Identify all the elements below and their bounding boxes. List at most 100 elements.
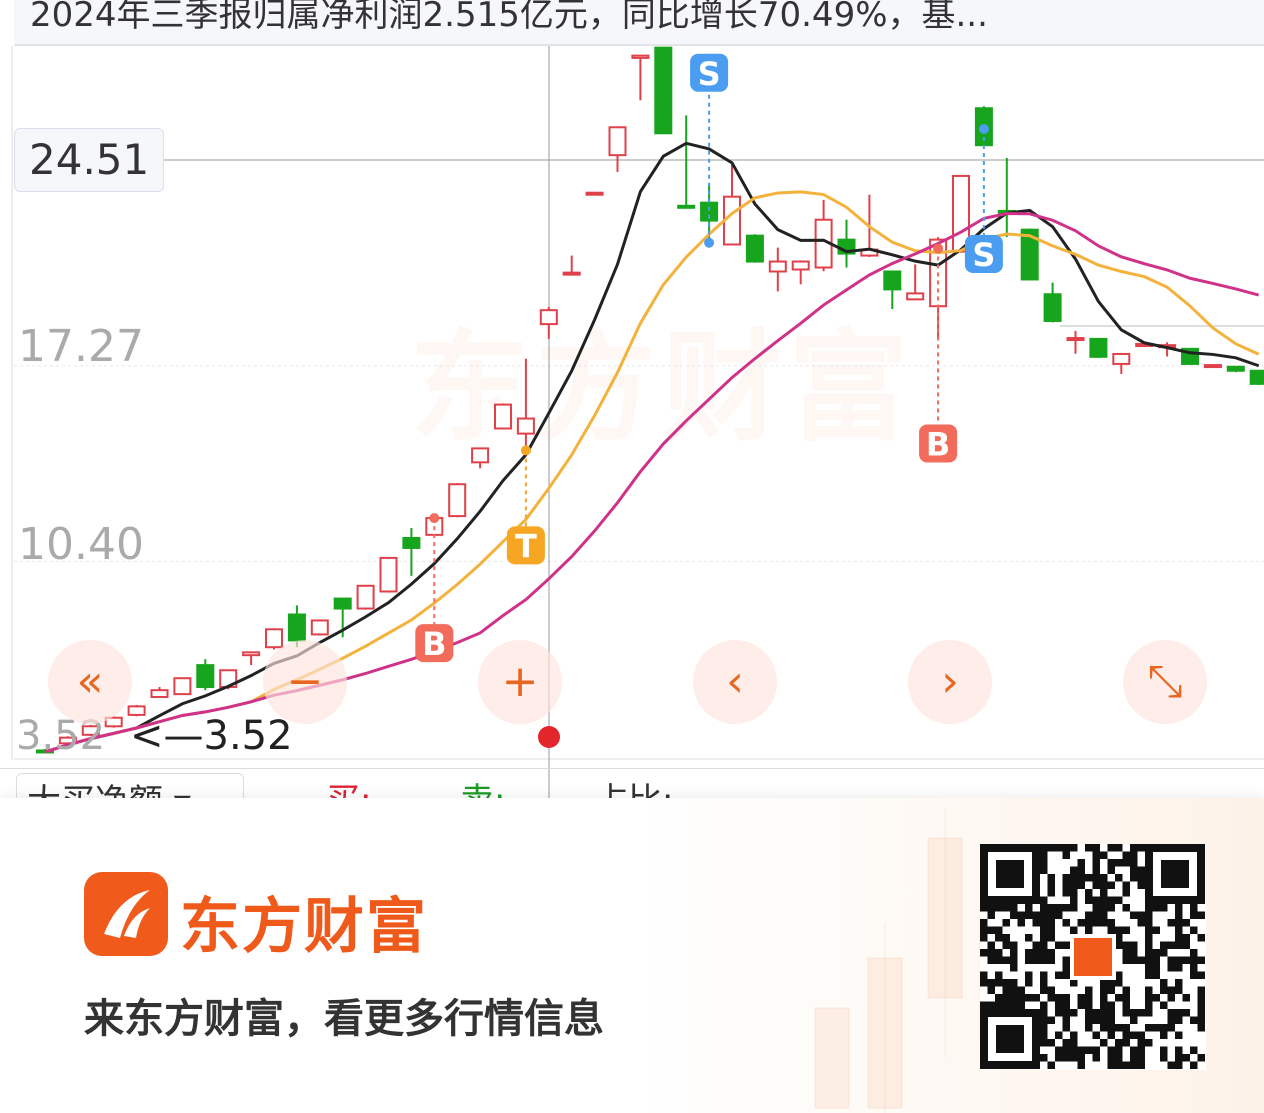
qr-finder (996, 860, 1024, 888)
qr-module (1115, 1054, 1123, 1062)
qr-module (1107, 1016, 1115, 1024)
qr-module (1002, 919, 1010, 927)
logo-swoosh-icon (104, 890, 150, 938)
candle-body (173, 677, 192, 696)
qr-module (1047, 904, 1055, 912)
candle-body (745, 234, 764, 263)
ma5-line (44, 141, 1260, 754)
kline-chart[interactable]: 东方财富 B T S B S (0, 46, 1264, 800)
qr-module (1040, 896, 1048, 904)
qr-module (987, 979, 995, 987)
prev-button[interactable]: ‹ (693, 640, 777, 724)
qr-module (1122, 1001, 1130, 1009)
qr-module (1130, 851, 1138, 859)
qr-module (1100, 851, 1108, 859)
zoom-out-button[interactable]: − (263, 640, 347, 724)
qr-finder (996, 1025, 1024, 1053)
qr-finder (1161, 860, 1189, 888)
qr-module (1077, 1046, 1085, 1054)
qr-module (1130, 1016, 1138, 1024)
qr-module (1085, 1009, 1093, 1017)
ratio-label: 占比: (594, 773, 673, 800)
qr-module (1145, 964, 1153, 972)
qr-module (1122, 1039, 1130, 1047)
qr-module (1175, 926, 1183, 934)
qr-module (1062, 904, 1070, 912)
qr-module (1085, 986, 1093, 994)
news-headline[interactable]: 2024年三季报归属净利润2.515亿元，同比增长70.49%，基... (14, 0, 1264, 46)
qr-module (1040, 859, 1048, 867)
candle-body (287, 613, 306, 642)
qr-module (1092, 919, 1100, 927)
qr-module (1047, 911, 1055, 919)
marker-badge-S (690, 53, 729, 92)
qr-module (1122, 1061, 1130, 1069)
qr-module (1167, 941, 1175, 949)
indicator-dropdown[interactable]: 大买净额 ▾ (16, 773, 244, 800)
qr-module (1092, 1009, 1100, 1017)
qr-module (1160, 1054, 1168, 1062)
qr-module (1092, 1046, 1100, 1054)
qr-module (1145, 971, 1153, 979)
qr-module (1055, 1001, 1063, 1009)
qr-module (1197, 1001, 1205, 1009)
qr-module (1047, 1016, 1055, 1024)
chevron-left-icon: ‹ (726, 662, 744, 702)
candle-body (1203, 364, 1222, 369)
qr-module (1122, 1024, 1130, 1032)
qr-module (1092, 911, 1100, 919)
qr-module (1182, 941, 1190, 949)
candle-body (1089, 337, 1108, 358)
qr-module (1025, 994, 1033, 1002)
qr-module (1115, 934, 1123, 942)
qr-module (1040, 866, 1048, 874)
qr-module (1197, 971, 1205, 979)
qr-module (1047, 889, 1055, 897)
qr-module (1010, 904, 1018, 912)
qr-module (1092, 874, 1100, 882)
qr-module (1100, 881, 1108, 889)
qr-code[interactable] (980, 844, 1206, 1070)
qr-module (1017, 1001, 1025, 1009)
qr-module (1062, 1001, 1070, 1009)
next-button[interactable]: › (908, 640, 992, 724)
zoom-in-icon: + (501, 662, 539, 702)
qr-module (1130, 941, 1138, 949)
qr-module (1175, 941, 1183, 949)
marker-label: B (422, 625, 446, 663)
candle-body (1112, 352, 1131, 365)
qr-module (1077, 859, 1085, 867)
candle-body (196, 664, 215, 689)
qr-module (1070, 866, 1078, 874)
expand-button[interactable]: ⤡ (1123, 640, 1207, 724)
qr-module (1062, 1054, 1070, 1062)
candle-body (127, 705, 146, 716)
qr-module (1175, 964, 1183, 972)
crosshair-price-label: 24.51 (14, 128, 164, 192)
candle-body (539, 309, 558, 326)
qr-module (1040, 934, 1048, 942)
qr-module (1032, 911, 1040, 919)
qr-module (1122, 1031, 1130, 1039)
qr-module (1047, 1061, 1055, 1069)
qr-module (1122, 941, 1130, 949)
qr-module (1025, 904, 1033, 912)
scroll-left-fast-button[interactable]: « (48, 640, 132, 724)
qr-module (1070, 889, 1078, 897)
qr-module (1160, 1046, 1168, 1054)
qr-module (980, 971, 988, 979)
qr-module (1047, 874, 1055, 882)
candle-body (81, 725, 100, 736)
qr-module (1197, 994, 1205, 1002)
qr-module (1040, 1001, 1048, 1009)
zoom-in-button[interactable]: + (478, 640, 562, 724)
qr-module (1017, 919, 1025, 927)
qr-module (995, 979, 1003, 987)
candle-body (883, 270, 902, 291)
qr-module (1145, 941, 1153, 949)
qr-module (1055, 904, 1063, 912)
qr-module (1107, 1054, 1115, 1062)
qr-module (1190, 926, 1198, 934)
candle-body (379, 556, 398, 593)
qr-module (1160, 1031, 1168, 1039)
